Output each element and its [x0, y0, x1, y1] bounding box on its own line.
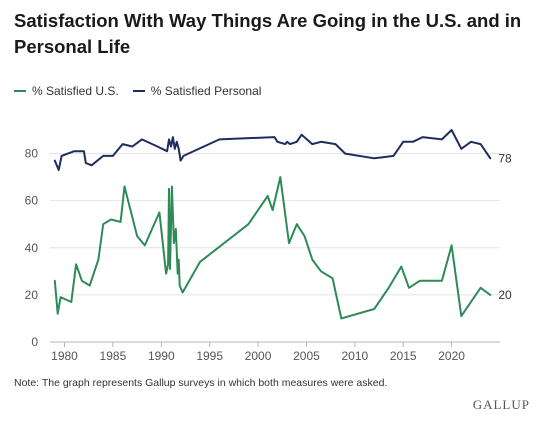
x-tick-label: 1980	[51, 349, 78, 363]
chart-title: Satisfaction With Way Things Are Going i…	[14, 10, 522, 57]
y-tick-label: 40	[25, 241, 39, 255]
x-tick-label: 2010	[341, 349, 368, 363]
y-tick-label: 20	[25, 288, 39, 302]
y-tick-label: 60	[25, 194, 39, 208]
legend-label-personal: % Satisfied Personal	[150, 84, 262, 98]
x-tick-label: 2000	[245, 349, 272, 363]
legend-label-us: % Satisfied U.S.	[32, 84, 119, 98]
x-tick-label: 1990	[148, 349, 175, 363]
end-label-personal: 78	[498, 151, 512, 165]
series-line-us	[53, 176, 492, 320]
y-tick-label: 0	[31, 335, 38, 349]
x-tick-label: 2015	[390, 349, 417, 363]
legend-swatch-personal	[132, 90, 145, 92]
legend-swatch-us	[14, 90, 26, 92]
end-label-us: 20	[498, 288, 512, 302]
legend-item-personal: % Satisfied Personal	[132, 84, 262, 98]
x-tick-label: 1985	[100, 349, 127, 363]
footnote: Note: The graph represents Gallup survey…	[14, 377, 388, 389]
y-tick-label: 80	[25, 147, 39, 161]
x-tick-label: 1995	[196, 349, 223, 363]
legend-item-us: % Satisfied U.S.	[14, 84, 119, 98]
gallup-logo: GALLUP	[472, 397, 530, 412]
series-line-personal	[53, 129, 492, 171]
x-tick-label: 2005	[293, 349, 320, 363]
x-tick-label: 2020	[438, 349, 465, 363]
chart-legend: % Satisfied U.S. % Satisfied Personal	[14, 84, 275, 98]
